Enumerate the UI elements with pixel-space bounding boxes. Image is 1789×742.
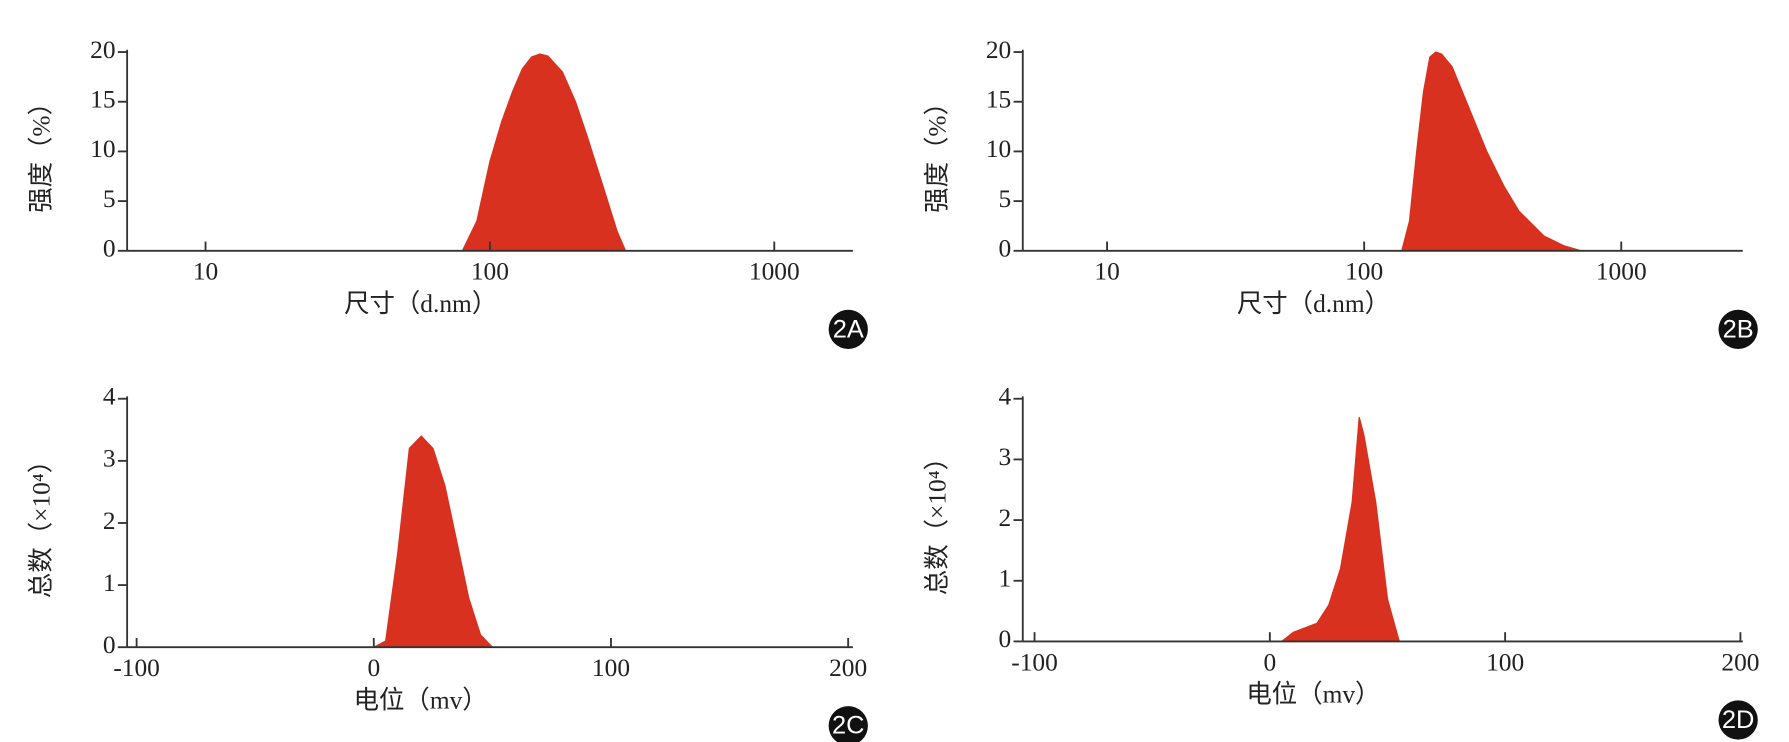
y-tick-label: 3 bbox=[999, 443, 1012, 471]
y-tick-label: 2 bbox=[103, 507, 116, 535]
panel-badge bbox=[1718, 700, 1758, 740]
y-tick-label: 5 bbox=[999, 185, 1012, 213]
panel-label: 2C bbox=[832, 712, 864, 740]
panel-badge bbox=[1718, 309, 1758, 350]
x-tick-label: 100 bbox=[1486, 648, 1524, 676]
y-tick-label: 15 bbox=[90, 86, 115, 114]
distribution-area bbox=[461, 53, 627, 252]
y-tick-label: 0 bbox=[103, 235, 116, 263]
panel-label: 2B bbox=[1723, 315, 1754, 343]
x-tick-label: 200 bbox=[1721, 648, 1759, 676]
distribution-area bbox=[1400, 51, 1582, 252]
x-tick-label: 100 bbox=[471, 258, 509, 286]
y-tick-label: 1 bbox=[103, 569, 116, 597]
x-tick-label: 1000 bbox=[749, 258, 800, 286]
y-tick-label: 1 bbox=[999, 565, 1012, 593]
y-tick-label: 10 bbox=[90, 135, 115, 163]
y-tick-label: 20 bbox=[986, 36, 1011, 64]
y-tick-label: 2 bbox=[999, 504, 1012, 532]
y-tick-label: 5 bbox=[103, 185, 116, 213]
y-tick-label: 4 bbox=[999, 383, 1012, 411]
x-axis-label: 尺寸（d.nm） bbox=[344, 290, 497, 318]
x-axis-label: 尺寸（d.nm） bbox=[1237, 290, 1390, 318]
y-tick-label: 4 bbox=[103, 383, 116, 411]
y-tick-label: 0 bbox=[103, 631, 116, 659]
y-tick-label: 3 bbox=[103, 445, 116, 473]
distribution-area bbox=[1279, 416, 1401, 643]
x-tick-label: 100 bbox=[592, 654, 630, 682]
panel-badge bbox=[828, 706, 868, 742]
x-tick-label: 200 bbox=[829, 654, 867, 682]
x-tick-label: 10 bbox=[1094, 258, 1119, 286]
y-axis-label: 总数（×10⁴） bbox=[28, 448, 56, 598]
x-tick-label: 1000 bbox=[1596, 258, 1647, 286]
y-axis-label: 总数（×10⁴） bbox=[923, 445, 951, 595]
x-tick-label: -100 bbox=[1011, 648, 1058, 676]
y-axis-label: 强度（%） bbox=[923, 90, 951, 213]
y-tick-label: 15 bbox=[986, 86, 1011, 114]
x-tick-label: -100 bbox=[113, 654, 160, 682]
distribution-area bbox=[373, 435, 494, 648]
x-axis-label: 电位（mv） bbox=[354, 687, 488, 715]
y-tick-label: 0 bbox=[999, 625, 1012, 653]
panel-label: 2D bbox=[1722, 706, 1754, 734]
panel-badge bbox=[828, 309, 868, 350]
x-tick-label: 100 bbox=[1345, 258, 1383, 286]
y-tick-label: 20 bbox=[90, 36, 115, 64]
x-tick-label: 10 bbox=[193, 258, 218, 286]
x-axis-label: 电位（mv） bbox=[1246, 681, 1380, 709]
y-axis-label: 强度（%） bbox=[28, 90, 56, 213]
y-tick-label: 0 bbox=[999, 235, 1012, 263]
x-tick-label: 0 bbox=[367, 654, 380, 682]
y-tick-label: 10 bbox=[986, 135, 1011, 163]
x-tick-label: 0 bbox=[1263, 648, 1276, 676]
panel-label: 2A bbox=[833, 315, 864, 343]
